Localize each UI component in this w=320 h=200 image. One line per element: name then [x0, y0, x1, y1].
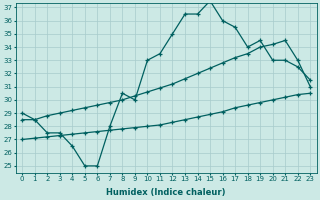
X-axis label: Humidex (Indice chaleur): Humidex (Indice chaleur) — [107, 188, 226, 197]
